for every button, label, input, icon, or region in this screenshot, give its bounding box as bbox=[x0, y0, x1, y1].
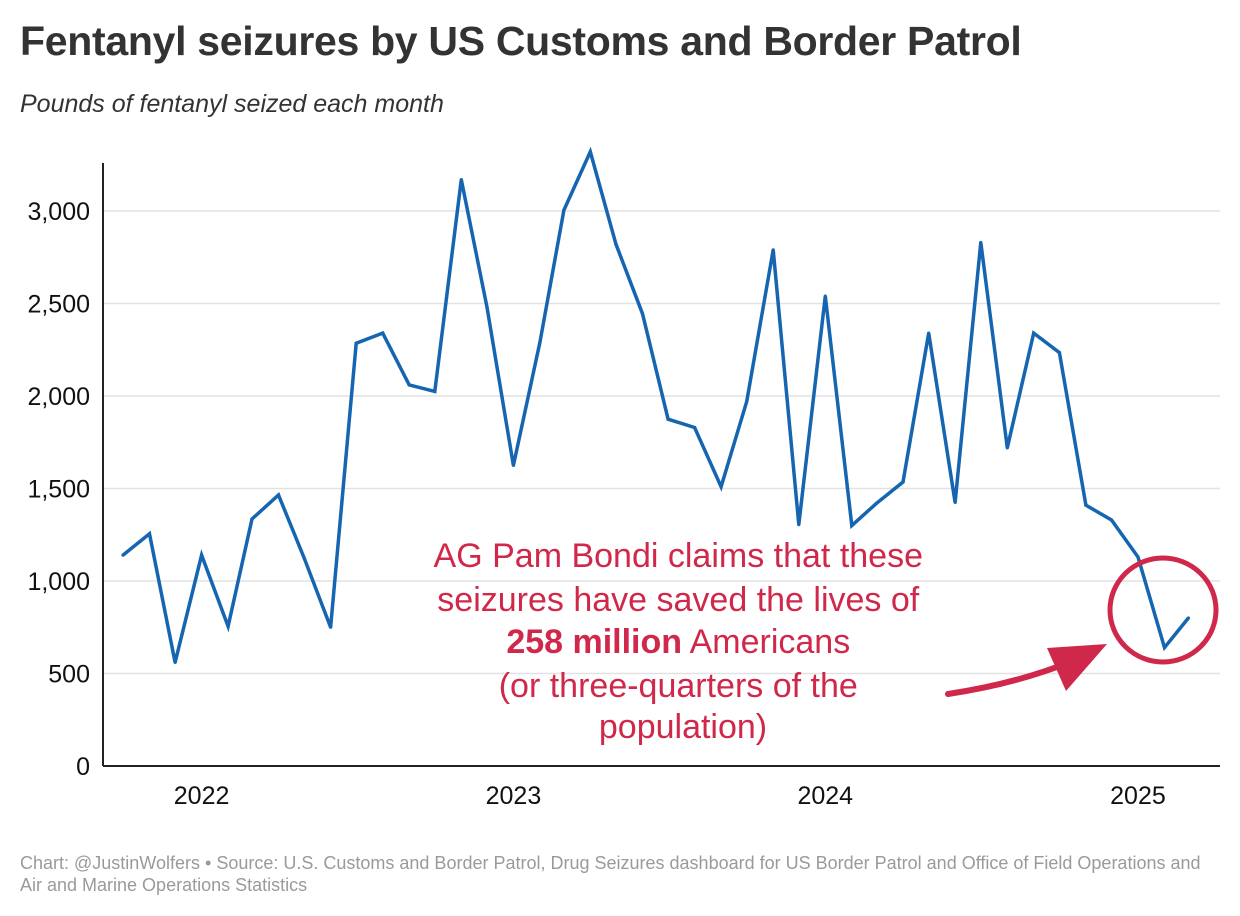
data-point bbox=[745, 399, 749, 404]
data-point bbox=[1084, 503, 1088, 507]
data-point bbox=[485, 305, 489, 309]
data-point bbox=[1032, 331, 1036, 335]
annotation-line-1: AG Pam Bondi claims that these bbox=[434, 537, 923, 575]
data-point bbox=[173, 660, 177, 665]
annotation-highlight: 258 million bbox=[506, 623, 682, 661]
y-tick-label: 2,000 bbox=[27, 383, 90, 411]
data-point bbox=[1162, 646, 1167, 650]
data-point bbox=[823, 294, 827, 298]
series-line-0 bbox=[121, 146, 1190, 663]
data-point bbox=[511, 463, 516, 467]
data-point bbox=[562, 208, 566, 212]
annotation-arrow-shaft bbox=[945, 659, 1073, 697]
y-tick-label: 1,000 bbox=[27, 568, 90, 596]
data-point bbox=[250, 517, 254, 521]
data-point bbox=[407, 383, 411, 387]
series-layer bbox=[121, 146, 1190, 665]
data-point bbox=[276, 493, 281, 497]
y-tick-label: 1,500 bbox=[27, 476, 90, 504]
data-point bbox=[874, 501, 879, 505]
data-point bbox=[1057, 350, 1061, 355]
chart-title: Fentanyl seizures by US Customs and Bord… bbox=[20, 18, 1022, 64]
annotation: AG Pam Bondi claims that these seizures … bbox=[434, 537, 1219, 746]
data-point bbox=[979, 240, 983, 245]
data-point bbox=[927, 331, 931, 335]
chart-footer: Chart: @JustinWolfers • Source: U.S. Cus… bbox=[20, 852, 1215, 896]
annotation-line-5: population) bbox=[599, 708, 767, 746]
x-tick-label: 2022 bbox=[174, 782, 230, 810]
data-point bbox=[200, 553, 204, 557]
x-axis-tick-labels: 2022 2023 2024 2025 bbox=[174, 782, 1166, 810]
data-point bbox=[329, 625, 333, 629]
data-point bbox=[1109, 518, 1114, 522]
annotation-line-2: seizures have saved the lives of bbox=[437, 581, 919, 619]
footer-source: Source: U.S. Customs and Border Patrol, … bbox=[20, 853, 1201, 895]
y-tick-label: 2,500 bbox=[27, 291, 90, 319]
data-point bbox=[797, 522, 801, 527]
data-point bbox=[771, 248, 775, 252]
data-point bbox=[1136, 555, 1140, 559]
data-point bbox=[719, 485, 723, 489]
data-point bbox=[588, 150, 592, 154]
footer-separator: • bbox=[205, 853, 212, 873]
data-point bbox=[381, 331, 385, 335]
data-point bbox=[850, 523, 854, 528]
data-point bbox=[354, 341, 358, 345]
data-point bbox=[1005, 446, 1009, 450]
x-tick-label: 2024 bbox=[797, 782, 853, 810]
y-tick-label: 500 bbox=[48, 661, 90, 689]
data-point bbox=[953, 500, 957, 504]
x-tick-label: 2025 bbox=[1110, 782, 1166, 810]
footer-credit: Chart: @JustinWolfers bbox=[20, 853, 200, 873]
data-point bbox=[433, 389, 437, 394]
data-point bbox=[538, 340, 542, 344]
data-point bbox=[614, 242, 618, 246]
annotation-line-4: (or three-quarters of the bbox=[499, 667, 858, 705]
gridlines bbox=[103, 210, 1220, 675]
data-point bbox=[121, 553, 125, 557]
data-point bbox=[226, 624, 230, 628]
annotation-line-3-rest: Americans bbox=[682, 623, 850, 661]
chart-subtitle: Pounds of fentanyl seized each month bbox=[20, 90, 444, 118]
data-point bbox=[1186, 616, 1190, 620]
y-tick-label: 0 bbox=[76, 753, 90, 781]
data-point bbox=[302, 556, 306, 560]
annotation-circle bbox=[1107, 555, 1219, 665]
x-tick-label: 2023 bbox=[486, 782, 542, 810]
data-point bbox=[901, 480, 905, 484]
data-point bbox=[640, 312, 645, 316]
annotation-arrow-head bbox=[1047, 644, 1107, 691]
annotation-line-3: 258 million Americans bbox=[506, 623, 850, 661]
data-point bbox=[666, 417, 670, 421]
y-axis-tick-labels: 0 500 1,000 1,500 2,000 2,500 3,000 bbox=[27, 198, 90, 781]
data-point bbox=[147, 532, 152, 536]
data-point bbox=[459, 177, 463, 182]
data-point bbox=[692, 425, 697, 430]
y-tick-label: 3,000 bbox=[27, 198, 90, 226]
annotation-text: AG Pam Bondi claims that these seizures … bbox=[434, 537, 933, 746]
